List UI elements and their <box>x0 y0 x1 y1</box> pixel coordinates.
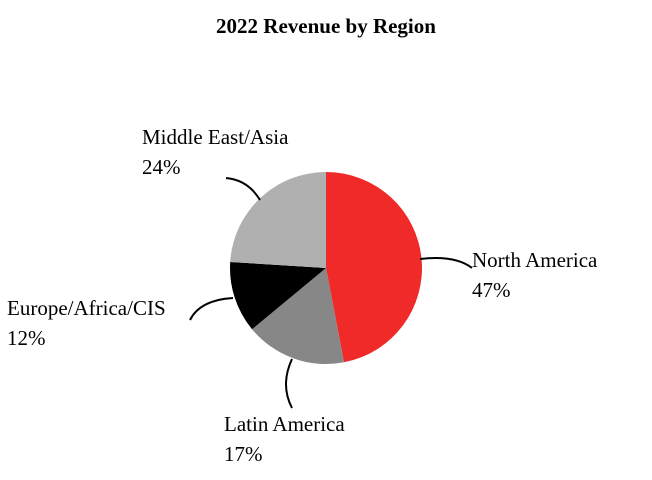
chart-title: 2022 Revenue by Region <box>216 14 436 38</box>
slice-label-latin-america: Latin America <box>224 412 345 436</box>
slice-label-europe-africa-cis: Europe/Africa/CIS <box>7 296 166 320</box>
slice-value-north-america: 47% <box>472 278 511 302</box>
leader-line-north-america <box>419 257 473 269</box>
leader-line-latin-america <box>285 358 293 409</box>
pie-slice-latin-america <box>252 268 344 364</box>
slice-value-middle-east-asia: 24% <box>142 155 181 179</box>
slice-label-north-america: North America <box>472 248 598 272</box>
pie-slice-middle-east-asia <box>230 172 326 268</box>
slice-value-latin-america: 17% <box>224 442 263 466</box>
pie-slice-north-america <box>326 172 423 363</box>
slice-label-middle-east-asia: Middle East/Asia <box>142 125 289 149</box>
pie-slice-europe-africa-cis <box>230 261 326 330</box>
leader-line-europe-africa-cis <box>189 297 234 321</box>
slice-value-europe-africa-cis: 12% <box>7 326 46 350</box>
leader-line-middle-east-asia <box>225 177 261 201</box>
